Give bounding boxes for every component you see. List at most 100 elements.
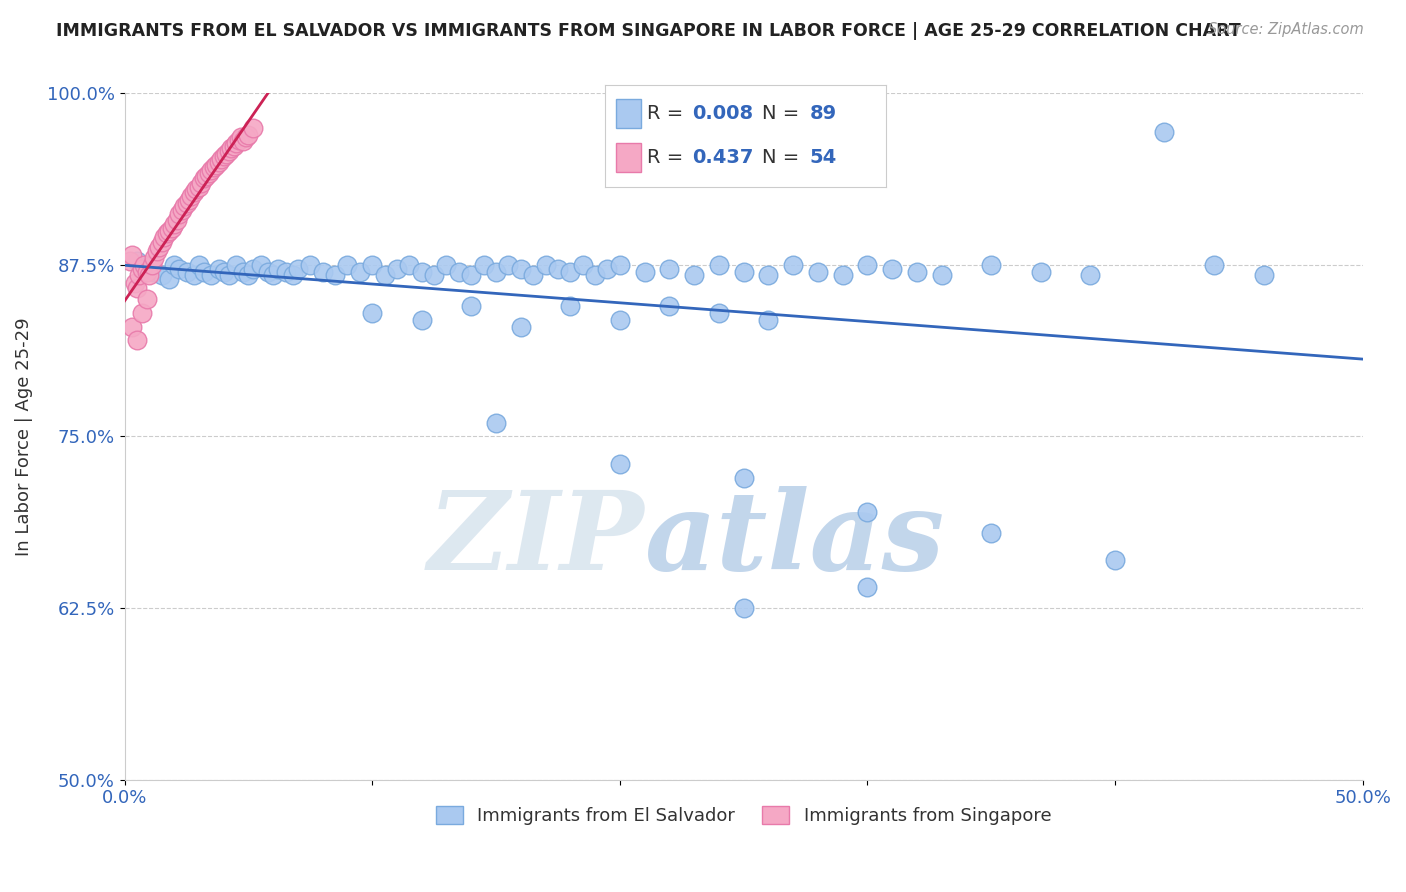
Point: [509, 319, 531, 334]
Point: [156, 227, 179, 241]
Point: [683, 268, 706, 282]
Point: [756, 268, 779, 282]
Point: [134, 258, 156, 272]
Point: [148, 240, 170, 254]
Point: [170, 202, 193, 217]
Point: [138, 258, 160, 272]
Point: [1104, 553, 1126, 567]
Point: [212, 265, 235, 279]
Point: [262, 268, 284, 282]
Point: [609, 258, 631, 272]
Point: [222, 138, 245, 153]
Point: [150, 235, 173, 249]
Point: [146, 244, 169, 259]
Point: [398, 258, 420, 272]
Point: [225, 258, 247, 272]
Point: [157, 224, 180, 238]
Point: [707, 258, 730, 272]
Point: [218, 268, 240, 282]
Point: [209, 153, 232, 167]
Point: [485, 265, 508, 279]
Point: [498, 258, 520, 272]
Point: [183, 185, 205, 199]
Point: [856, 505, 879, 519]
Point: [225, 136, 247, 150]
Point: [1202, 258, 1225, 272]
Point: [312, 265, 335, 279]
Point: [229, 130, 252, 145]
Point: [138, 268, 160, 282]
Point: [141, 258, 163, 272]
Point: [143, 265, 166, 279]
Point: [125, 253, 148, 268]
Point: [163, 217, 186, 231]
Point: [131, 262, 153, 277]
Point: [166, 212, 188, 227]
Point: [882, 262, 904, 277]
Point: [118, 253, 141, 268]
Point: [980, 525, 1002, 540]
Point: [167, 207, 190, 221]
Y-axis label: In Labor Force | Age 25-29: In Labor Force | Age 25-29: [15, 318, 32, 556]
Point: [135, 292, 157, 306]
Point: [583, 268, 606, 282]
Point: [153, 230, 176, 244]
Point: [831, 268, 853, 282]
Point: [547, 262, 569, 277]
Text: 89: 89: [810, 104, 837, 123]
Point: [411, 313, 433, 327]
Point: [980, 258, 1002, 272]
Point: [186, 182, 208, 196]
Point: [756, 313, 779, 327]
Point: [157, 271, 180, 285]
Point: [193, 265, 215, 279]
Point: [193, 171, 215, 186]
Legend: Immigrants from El Salvador, Immigrants from Singapore: Immigrants from El Salvador, Immigrants …: [429, 798, 1059, 832]
Point: [124, 276, 146, 290]
Point: [232, 265, 254, 279]
Point: [856, 581, 879, 595]
Point: [385, 262, 408, 277]
Point: [1153, 125, 1175, 139]
Text: atlas: atlas: [644, 485, 945, 593]
Text: R =: R =: [647, 148, 689, 167]
Point: [281, 268, 304, 282]
Text: 0.008: 0.008: [692, 104, 752, 123]
Point: [238, 268, 260, 282]
Point: [447, 265, 470, 279]
Point: [287, 262, 309, 277]
Point: [436, 258, 458, 272]
Point: [218, 144, 240, 158]
Point: [472, 258, 495, 272]
Point: [219, 141, 242, 155]
Point: [134, 262, 156, 277]
Point: [195, 169, 218, 183]
Bar: [616, 144, 641, 172]
Point: [274, 265, 297, 279]
Point: [176, 196, 198, 211]
Point: [125, 334, 148, 348]
Point: [323, 268, 346, 282]
Point: [560, 265, 582, 279]
Point: [200, 163, 222, 178]
Point: [336, 258, 359, 272]
Point: [135, 265, 157, 279]
Text: N =: N =: [762, 104, 806, 123]
Text: R =: R =: [647, 104, 689, 123]
Text: ZIP: ZIP: [427, 485, 644, 593]
Point: [228, 133, 250, 147]
Point: [143, 251, 166, 265]
Point: [150, 268, 173, 282]
Text: N =: N =: [762, 148, 806, 167]
Point: [609, 313, 631, 327]
Point: [1078, 268, 1101, 282]
Point: [361, 306, 384, 320]
Point: [121, 248, 143, 262]
Text: Source: ZipAtlas.com: Source: ZipAtlas.com: [1208, 22, 1364, 37]
Point: [374, 268, 396, 282]
Point: [173, 199, 195, 213]
Point: [242, 262, 264, 277]
Point: [128, 268, 150, 282]
Point: [571, 258, 593, 272]
Point: [190, 176, 212, 190]
